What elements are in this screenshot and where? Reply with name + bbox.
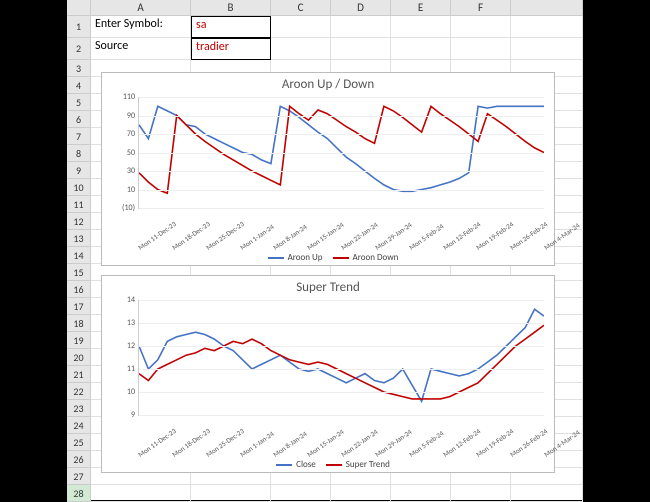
row-headers: 1234567891011121314151617181920212223242… <box>67 16 91 502</box>
legend: Close Super Trend <box>102 459 554 470</box>
column-headers: ABCDEF <box>67 0 583 16</box>
cell-F28[interactable] <box>451 485 511 502</box>
cell-B1[interactable]: sa <box>191 16 271 38</box>
row-header-26[interactable]: 26 <box>67 451 91 468</box>
y-tick-label: 50 <box>111 148 135 158</box>
row-header-22[interactable]: 22 <box>67 383 91 400</box>
column-header-extra <box>511 0 583 15</box>
row-header-10[interactable]: 10 <box>67 179 91 196</box>
row-header-24[interactable]: 24 <box>67 417 91 434</box>
column-header-A[interactable]: A <box>91 0 191 15</box>
x-tick-label: Mon 15-Jan-24 <box>305 427 345 459</box>
plot-area: (10)1030507090110 <box>138 97 544 209</box>
y-tick-label: 12 <box>111 341 135 351</box>
y-tick-label: 110 <box>111 92 135 102</box>
row-header-18[interactable]: 18 <box>67 315 91 332</box>
legend-swatch <box>276 464 292 466</box>
chart-supertrend[interactable]: Super Trend 91011121314 Mon 11-Dec-23Mon… <box>101 275 555 473</box>
legend-swatch <box>268 257 284 259</box>
row-header-9[interactable]: 9 <box>67 162 91 179</box>
chart-title: Super Trend <box>102 276 554 297</box>
y-tick-label: 11 <box>111 364 135 374</box>
x-tick-label: Mon 29-Jan-24 <box>373 427 413 459</box>
column-header-B[interactable]: B <box>191 0 271 15</box>
column-header-E[interactable]: E <box>391 0 451 15</box>
cell-D2[interactable] <box>331 38 391 60</box>
row-header-15[interactable]: 15 <box>67 264 91 281</box>
cell-F2[interactable] <box>451 38 511 60</box>
x-tick-label: Mon 29-Jan-24 <box>373 220 413 252</box>
cell-G1[interactable] <box>511 16 583 38</box>
cell-G2[interactable] <box>511 38 583 60</box>
row-header-20[interactable]: 20 <box>67 349 91 366</box>
chart-aroon[interactable]: Aroon Up / Down (10)1030507090110 Mon 11… <box>101 72 555 266</box>
y-tick-label: (10) <box>111 203 135 213</box>
row-header-5[interactable]: 5 <box>67 94 91 111</box>
row-header-12[interactable]: 12 <box>67 213 91 230</box>
legend-label: Close <box>296 459 316 470</box>
y-tick-label: 70 <box>111 129 135 139</box>
y-tick-label: 14 <box>111 295 135 305</box>
x-tick-label: Mon 8-Jan-24 <box>272 222 309 252</box>
row-header-3[interactable]: 3 <box>67 60 91 77</box>
row-header-17[interactable]: 17 <box>67 298 91 315</box>
cell-D1[interactable] <box>331 16 391 38</box>
y-tick-label: 90 <box>111 111 135 121</box>
column-header-D[interactable]: D <box>331 0 391 15</box>
column-header-C[interactable]: C <box>271 0 331 15</box>
cell-C1[interactable] <box>271 16 331 38</box>
cell-A28[interactable] <box>91 485 191 502</box>
row-header-1[interactable]: 1 <box>67 16 91 38</box>
row-header-14[interactable]: 14 <box>67 247 91 264</box>
cell-B28[interactable] <box>191 485 271 502</box>
row-header-27[interactable]: 27 <box>67 468 91 485</box>
x-tick-label: Mon 8-Jan-24 <box>272 429 309 459</box>
cell-A2[interactable]: Source <box>91 38 191 60</box>
cell-E2[interactable] <box>391 38 451 60</box>
row-header-21[interactable]: 21 <box>67 366 91 383</box>
chart-title: Aroon Up / Down <box>102 73 554 94</box>
legend: Aroon Up Aroon Down <box>102 252 554 263</box>
row-header-6[interactable]: 6 <box>67 111 91 128</box>
cell-D28[interactable] <box>331 485 391 502</box>
plot-area: 91011121314 <box>138 300 544 416</box>
cell-E28[interactable] <box>391 485 451 502</box>
legend-label: Aroon Down <box>353 252 399 263</box>
cell-A1[interactable]: Enter Symbol: <box>91 16 191 38</box>
row-header-8[interactable]: 8 <box>67 145 91 162</box>
row-header-4[interactable]: 4 <box>67 77 91 94</box>
y-tick-label: 13 <box>111 318 135 328</box>
x-tick-label: Mon 15-Jan-24 <box>305 220 345 252</box>
x-axis-labels: Mon 11-Dec-23Mon 18-Dec-23Mon 25-Dec-23M… <box>138 211 544 247</box>
row-header-28[interactable]: 28 <box>67 485 91 502</box>
cell-C28[interactable] <box>271 485 331 502</box>
cell-E1[interactable] <box>391 16 451 38</box>
legend-label: Aroon Up <box>288 252 323 263</box>
select-all-corner[interactable] <box>67 0 91 15</box>
cell-F1[interactable] <box>451 16 511 38</box>
cell-G28[interactable] <box>511 485 583 502</box>
row-header-11[interactable]: 11 <box>67 196 91 213</box>
row-header-16[interactable]: 16 <box>67 281 91 298</box>
cell-C2[interactable] <box>271 38 331 60</box>
x-tick-label: Mon 22-Jan-24 <box>339 220 379 252</box>
row-header-13[interactable]: 13 <box>67 230 91 247</box>
y-tick-label: 30 <box>111 166 135 176</box>
row-header-23[interactable]: 23 <box>67 400 91 417</box>
cell-B2[interactable]: tradier <box>191 38 271 60</box>
legend-label: Super Trend <box>346 459 390 470</box>
column-header-F[interactable]: F <box>451 0 511 15</box>
row-header-25[interactable]: 25 <box>67 434 91 451</box>
row-header-7[interactable]: 7 <box>67 128 91 145</box>
spreadsheet-sheet: ABCDEF 123456789101112131415161718192021… <box>67 0 583 500</box>
row-header-2[interactable]: 2 <box>67 38 91 60</box>
y-tick-label: 9 <box>111 410 135 420</box>
row-header-19[interactable]: 19 <box>67 332 91 349</box>
y-tick-label: 10 <box>111 387 135 397</box>
legend-swatch <box>333 257 349 259</box>
x-axis-labels: Mon 11-Dec-23Mon 18-Dec-23Mon 25-Dec-23M… <box>138 418 544 454</box>
x-tick-label: Mon 22-Jan-24 <box>339 427 379 459</box>
legend-swatch <box>326 464 342 466</box>
y-tick-label: 10 <box>111 185 135 195</box>
